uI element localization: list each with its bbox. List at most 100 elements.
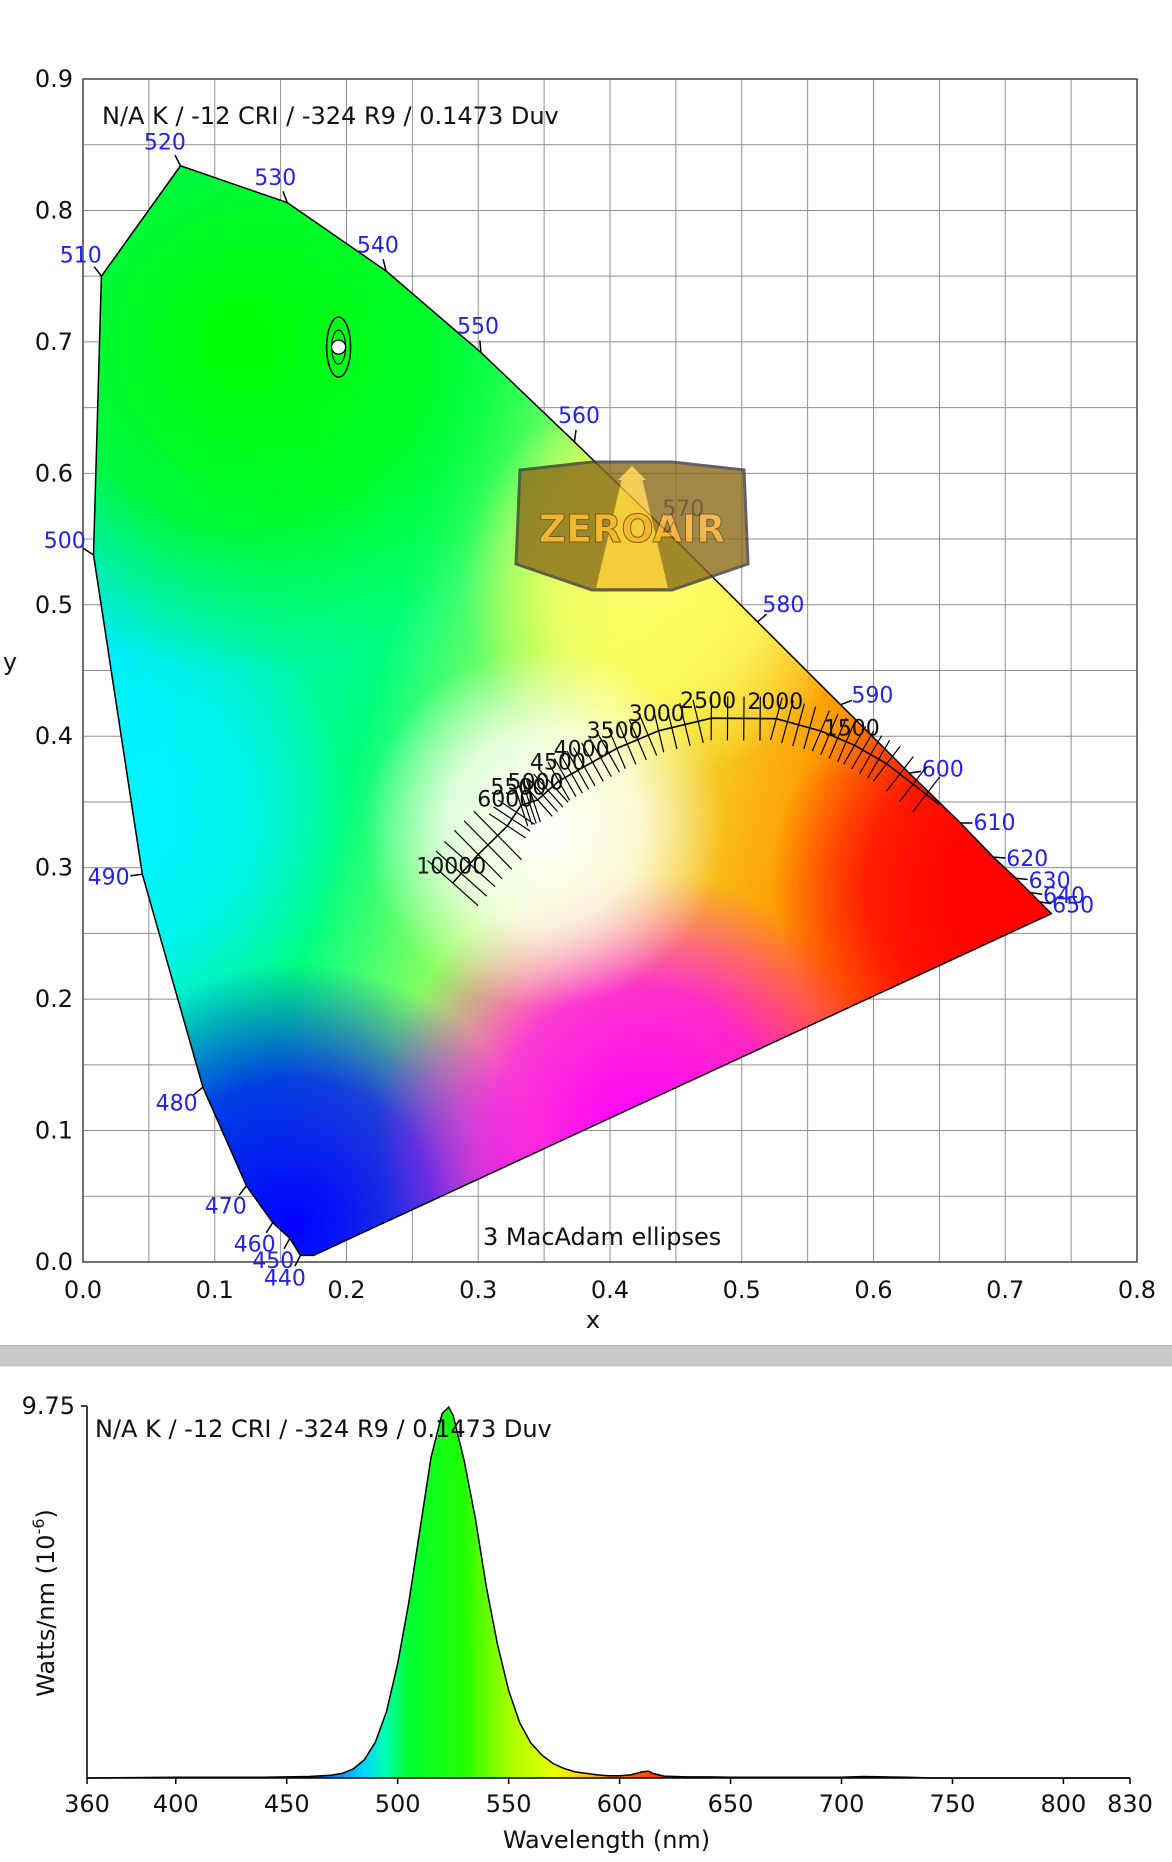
wl-label-510: 510 <box>60 244 102 269</box>
cct-label-4500: 4500 <box>530 751 586 776</box>
isotherm-6-2 <box>589 738 612 778</box>
isotherm-0-1 <box>435 850 488 897</box>
isotherm-10-1 <box>781 700 794 744</box>
wl-label-600: 600 <box>922 758 964 783</box>
isotherm-13-3 <box>912 776 941 813</box>
wl-tick-490 <box>130 873 143 877</box>
wl-label-470: 470 <box>205 1194 247 1219</box>
cct-label-5500: 5500 <box>490 776 546 801</box>
wl-label-650: 650 <box>1052 894 1094 919</box>
wl-tick-640 <box>1030 891 1043 895</box>
macadam-ellipse-outer <box>325 316 352 378</box>
isotherm-0-0 <box>427 859 479 907</box>
isotherm-7-0 <box>607 727 626 769</box>
x-tick-0.4: 0.4 <box>591 1276 629 1304</box>
isotherm-6-3 <box>597 733 621 773</box>
cct-label-3500: 3500 <box>587 719 643 744</box>
spd-x-axis-label: Wavelength (nm) <box>503 1826 710 1854</box>
wl-label-580: 580 <box>762 593 804 618</box>
isotherm-3-0 <box>513 784 529 827</box>
spd-x-tick-label-550: 550 <box>486 1790 532 1818</box>
spd-x-tick-label-830: 830 <box>1107 1790 1153 1818</box>
y-tick-0.1: 0.1 <box>35 1117 73 1145</box>
isotherm-11-1 <box>820 714 839 756</box>
wl-label-450: 450 <box>252 1249 294 1274</box>
cct-label-2000: 2000 <box>747 690 803 715</box>
isotherm-3-3 <box>526 780 541 823</box>
logo-wordmark: ZEROAIR <box>539 507 726 551</box>
cct-label-6000: 6000 <box>477 787 533 812</box>
isotherm-7-3 <box>639 714 658 756</box>
cct-label-3000: 3000 <box>629 702 685 727</box>
isotherm-12-3 <box>867 739 891 779</box>
isotherm-5-0 <box>547 761 571 801</box>
panel-divider[interactable] <box>0 1345 1172 1367</box>
isotherm-4-0 <box>522 782 553 817</box>
wl-label-610: 610 <box>973 811 1015 836</box>
logo-peak <box>618 466 646 480</box>
spd-x-tick-label-360: 360 <box>64 1790 110 1818</box>
y-tick-0.0: 0.0 <box>35 1248 73 1276</box>
isotherm-11-0 <box>811 710 830 752</box>
isotherm-4-1 <box>527 778 558 813</box>
isotherm-2-0 <box>488 813 527 839</box>
isotherm-7-1 <box>618 723 637 765</box>
isotherm-13-2 <box>899 766 927 802</box>
cct-label-10000: 10000 <box>416 854 486 879</box>
spectral-distribution-chart: 9.75 360 400 450 500 550 600 650 700 750 800 830 Wav… <box>0 1367 1172 1862</box>
wl-label-560: 560 <box>558 404 600 429</box>
plot-frame <box>82 78 1138 1263</box>
spd-y-tick-label: 9.75 <box>22 1392 75 1420</box>
isotherm-11-3 <box>837 721 856 763</box>
spd-area <box>87 1407 1130 1778</box>
wl-tick-500 <box>82 547 94 556</box>
wl-label-500: 500 <box>44 529 86 554</box>
isotherm-6-0 <box>573 747 596 787</box>
spd-x-tick-label-650: 650 <box>708 1790 754 1818</box>
isotherm-13-1 <box>885 756 914 792</box>
spd-y-label-main: Watts/nm (10 <box>32 1534 60 1696</box>
y-tick-0.8: 0.8 <box>35 196 73 224</box>
wl-label-620: 620 <box>1006 847 1048 872</box>
isotherm-4-3 <box>538 768 569 803</box>
x-tick-0.6: 0.6 <box>854 1276 892 1304</box>
wl-label-550: 550 <box>457 315 499 340</box>
isotherm-8-0 <box>652 709 665 753</box>
y-tick-0.7: 0.7 <box>35 328 73 356</box>
wl-label-630: 630 <box>1029 869 1071 894</box>
wl-tick-620 <box>993 856 1006 859</box>
wl-tick-460 <box>265 1222 274 1234</box>
macadam-annotation: 3 MacAdam ellipses <box>483 1223 721 1251</box>
cct-label-2500: 2500 <box>680 689 736 714</box>
wl-tick-520 <box>174 154 182 167</box>
isotherm-1-0 <box>453 829 503 880</box>
y-tick-0.2: 0.2 <box>35 985 73 1013</box>
spd-x-tick-label-400: 400 <box>153 1790 199 1818</box>
wl-tick-470 <box>238 1185 247 1196</box>
wl-tick-580 <box>757 613 768 623</box>
x-axis-label: x <box>586 1306 600 1334</box>
x-tick-0.7: 0.7 <box>986 1276 1024 1304</box>
y-tick-0.9: 0.9 <box>35 65 73 93</box>
isotherm-0-2 <box>443 840 496 888</box>
wl-tick-480 <box>193 1086 204 1096</box>
wl-tick-440 <box>294 1255 302 1267</box>
wl-tick-450 <box>283 1237 291 1250</box>
wl-label-440: 440 <box>264 1267 306 1292</box>
wl-tick-590 <box>840 699 853 706</box>
isotherm-12-0 <box>843 725 867 765</box>
y-axis-label: y <box>3 648 17 676</box>
isotherm-8-3 <box>692 699 704 743</box>
isotherm-2-2 <box>497 799 536 825</box>
spd-title: N/A K / -12 CRI / -324 R9 / 0.1473 Duv <box>95 1415 552 1443</box>
spd-x-tick-label-600: 600 <box>597 1790 643 1818</box>
spd-plot-svg: 9.75 360 400 450 500 550 600 650 700 750 800 830 Wav… <box>22 1392 1153 1854</box>
isotherm-3-2 <box>521 781 537 824</box>
wl-tick-510 <box>93 266 103 277</box>
wl-label-520: 520 <box>144 131 186 156</box>
isotherm-12-1 <box>851 730 875 770</box>
wl-tick-540 <box>382 259 387 272</box>
wl-label-480: 480 <box>156 1092 198 1117</box>
isotherm-12-2 <box>859 735 883 774</box>
